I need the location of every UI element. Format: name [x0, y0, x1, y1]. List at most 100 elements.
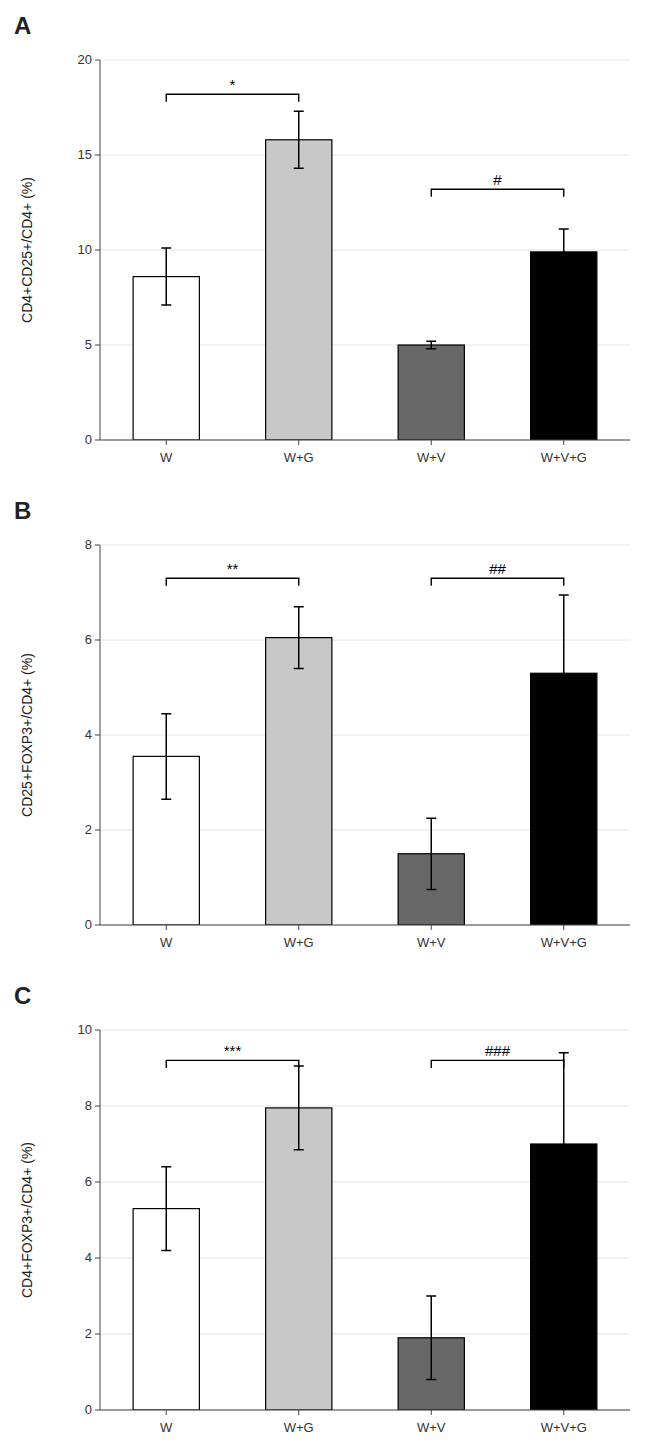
- y-tick-label: 6: [85, 1174, 92, 1189]
- significance-label: ###: [485, 1042, 511, 1059]
- panel-label: B: [14, 497, 31, 524]
- panel: B02468CD25+FOXP3+/CD4+ (%)WW+GW+VW+V+G**…: [14, 497, 630, 950]
- x-tick: [563, 1410, 564, 1415]
- y-axis-line: [100, 60, 101, 440]
- y-tick-label: 0: [85, 1402, 92, 1417]
- background: [0, 0, 650, 1455]
- bar: [531, 252, 597, 440]
- y-tick: [95, 345, 100, 346]
- y-tick: [95, 250, 100, 251]
- y-axis-line: [100, 545, 101, 925]
- bar: [398, 345, 464, 440]
- error-bar: [294, 1066, 304, 1150]
- y-tick-label: 10: [78, 242, 92, 257]
- x-tick-label: W+V: [417, 1420, 446, 1435]
- y-axis-line: [100, 1030, 101, 1410]
- error-bar: [161, 714, 171, 800]
- panel-label: C: [14, 982, 31, 1009]
- grid-line: [100, 155, 630, 156]
- significance-bracket: [166, 1060, 299, 1068]
- grid-line: [100, 60, 630, 61]
- error-bar: [559, 595, 569, 752]
- y-tick: [95, 1258, 100, 1259]
- y-tick-label: 5: [85, 337, 92, 352]
- y-tick-label: 8: [85, 1098, 92, 1113]
- grid-line: [100, 1410, 630, 1411]
- y-tick: [95, 1410, 100, 1411]
- x-tick: [166, 1410, 167, 1415]
- y-tick-label: 6: [85, 632, 92, 647]
- x-tick-label: W+G: [284, 450, 314, 465]
- y-tick: [95, 830, 100, 831]
- x-tick: [431, 925, 432, 930]
- error-bar: [161, 248, 171, 305]
- x-tick-label: W: [160, 450, 173, 465]
- y-tick: [95, 155, 100, 156]
- significance-label: ***: [224, 1042, 242, 1059]
- significance-bracket: [431, 578, 564, 586]
- plot-area: [133, 111, 597, 440]
- y-axis-label: CD4+CD25+/CD4+ (%): [19, 177, 35, 323]
- panel: C0246810CD4+FOXP3+/CD4+ (%)WW+GW+VW+V+G*…: [14, 982, 630, 1435]
- y-tick: [95, 925, 100, 926]
- error-bar: [559, 1053, 569, 1235]
- grid-line: [100, 250, 630, 251]
- figure: A05101520CD4+CD25+/CD4+ (%)WW+GW+VW+V+G*…: [0, 0, 650, 1455]
- error-bar: [294, 607, 304, 669]
- panel: A05101520CD4+CD25+/CD4+ (%)WW+GW+VW+V+G*…: [14, 12, 630, 465]
- grid-line: [100, 1030, 630, 1031]
- significance-label: *: [230, 76, 236, 93]
- significance-bracket: [166, 578, 299, 586]
- error-bar: [426, 341, 436, 349]
- y-axis-label: CD4+FOXP3+/CD4+ (%): [19, 1142, 35, 1298]
- x-axis-line: [100, 1410, 630, 1411]
- grid-line: [100, 440, 630, 441]
- x-tick: [166, 440, 167, 445]
- y-tick-label: 8: [85, 537, 92, 552]
- error-bar: [426, 1296, 436, 1380]
- plot-area: [133, 1053, 597, 1410]
- bar: [266, 1108, 332, 1410]
- grid-line: [100, 640, 630, 641]
- significance-label: #: [493, 171, 502, 188]
- significance-bracket: [431, 189, 564, 197]
- x-tick-label: W: [160, 1420, 173, 1435]
- y-tick: [95, 1106, 100, 1107]
- x-tick: [298, 440, 299, 445]
- y-tick-label: 20: [78, 52, 92, 67]
- x-axis-line: [100, 440, 630, 441]
- y-tick-label: 0: [85, 432, 92, 447]
- x-tick: [431, 440, 432, 445]
- y-tick: [95, 1030, 100, 1031]
- x-tick: [166, 925, 167, 930]
- bar: [266, 140, 332, 440]
- significance-label: **: [227, 560, 239, 577]
- error-bar: [161, 1167, 171, 1251]
- x-tick: [563, 925, 564, 930]
- error-bar: [426, 818, 436, 889]
- x-tick-label: W+V: [417, 935, 446, 950]
- x-tick: [563, 440, 564, 445]
- significance-bracket: [431, 1060, 564, 1068]
- x-tick: [298, 925, 299, 930]
- error-bar: [559, 229, 569, 275]
- x-tick: [431, 1410, 432, 1415]
- x-tick-label: W+V: [417, 450, 446, 465]
- y-axis-label: CD25+FOXP3+/CD4+ (%): [19, 653, 35, 817]
- plot-area: [133, 595, 597, 925]
- y-tick: [95, 640, 100, 641]
- grid-line: [100, 1106, 630, 1107]
- panel-label: A: [14, 12, 31, 39]
- y-tick: [95, 1182, 100, 1183]
- y-tick-label: 4: [85, 727, 92, 742]
- y-tick-label: 4: [85, 1250, 92, 1265]
- significance-label: ##: [489, 560, 506, 577]
- bar: [266, 638, 332, 925]
- y-tick: [95, 1334, 100, 1335]
- x-axis-line: [100, 925, 630, 926]
- y-tick: [95, 545, 100, 546]
- x-tick-label: W: [160, 935, 173, 950]
- y-tick-label: 2: [85, 822, 92, 837]
- grid-line: [100, 925, 630, 926]
- y-tick-label: 15: [78, 147, 92, 162]
